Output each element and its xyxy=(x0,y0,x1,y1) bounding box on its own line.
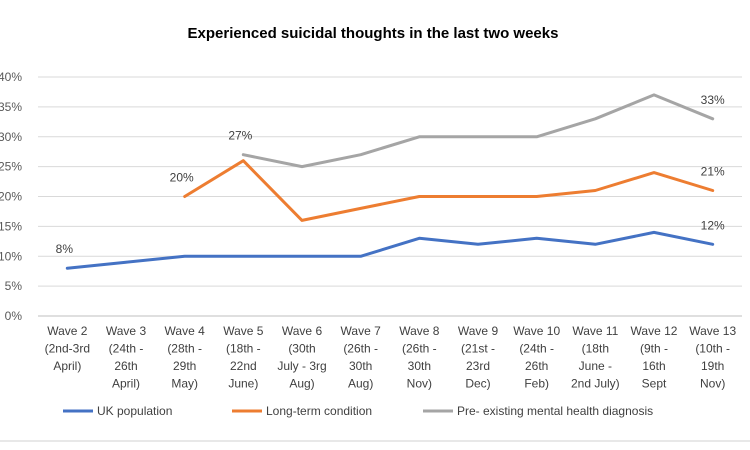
legend-label-0: UK population xyxy=(97,404,172,418)
x-category-label: Wave 3 (24th -26th April) xyxy=(106,324,147,391)
x-category-label: Wave 6 (30th July - 3rg Aug) xyxy=(277,324,326,391)
series-line-0 xyxy=(65,230,715,270)
series-lines xyxy=(65,93,715,270)
series-line-1 xyxy=(183,159,715,222)
data-label: 21% xyxy=(701,165,725,179)
y-tick-label: 25% xyxy=(0,160,22,174)
data-label: 20% xyxy=(170,171,194,185)
x-category-label: Wave 13 (10th -19th Nov) xyxy=(689,324,736,391)
x-category-label: Wave 4 (28th -29th May) xyxy=(165,324,206,391)
x-category-label: Wave 2 (2nd-3rd April) xyxy=(45,324,90,373)
legend-label-1: Long-term condition xyxy=(266,404,372,418)
y-tick-label: 5% xyxy=(5,279,23,293)
gridlines xyxy=(38,76,742,317)
y-axis-ticks: 0% 5% 10% 15% 20% 25% 30% 35% 40% xyxy=(0,70,22,323)
y-tick-label: 40% xyxy=(0,70,22,84)
x-category-label: Wave 10 (24th -26th Feb) xyxy=(513,324,560,391)
y-tick-label: 30% xyxy=(0,130,22,144)
x-category-label: Wave 7 (26th -30th Aug) xyxy=(341,324,382,391)
x-category-label: Wave 12 (9th -16th Sept xyxy=(631,324,678,391)
y-tick-label: 20% xyxy=(0,190,22,204)
data-label: 8% xyxy=(56,242,74,256)
chart-title: Experienced suicidal thoughts in the las… xyxy=(188,25,559,42)
series-line-2 xyxy=(241,93,715,169)
x-category-label: Wave 8 (26th -30th Nov) xyxy=(399,324,440,391)
x-category-label: Wave 11 (18th June -2nd July) xyxy=(571,324,620,391)
y-tick-label: 15% xyxy=(0,219,22,233)
y-tick-label: 35% xyxy=(0,100,22,114)
x-category-label: Wave 9 (21st -23rd Dec) xyxy=(458,324,499,391)
legend: UK population Long-term condition Pre- exi… xyxy=(63,404,653,418)
data-labels: 8% 12% 20% 21% 27% 33% xyxy=(56,93,725,256)
y-tick-label: 0% xyxy=(5,309,23,323)
data-label: 33% xyxy=(701,93,725,107)
legend-label-2: Pre- existing mental health diagnosis xyxy=(457,404,653,418)
y-tick-label: 10% xyxy=(0,249,22,263)
x-category-label: Wave 5 (18th -22nd June) xyxy=(223,324,264,391)
data-label: 27% xyxy=(228,129,252,143)
data-label: 12% xyxy=(701,218,725,232)
x-axis-categories: Wave 2 (2nd-3rd April) Wave 3 (24th -26th Apr… xyxy=(45,324,737,391)
